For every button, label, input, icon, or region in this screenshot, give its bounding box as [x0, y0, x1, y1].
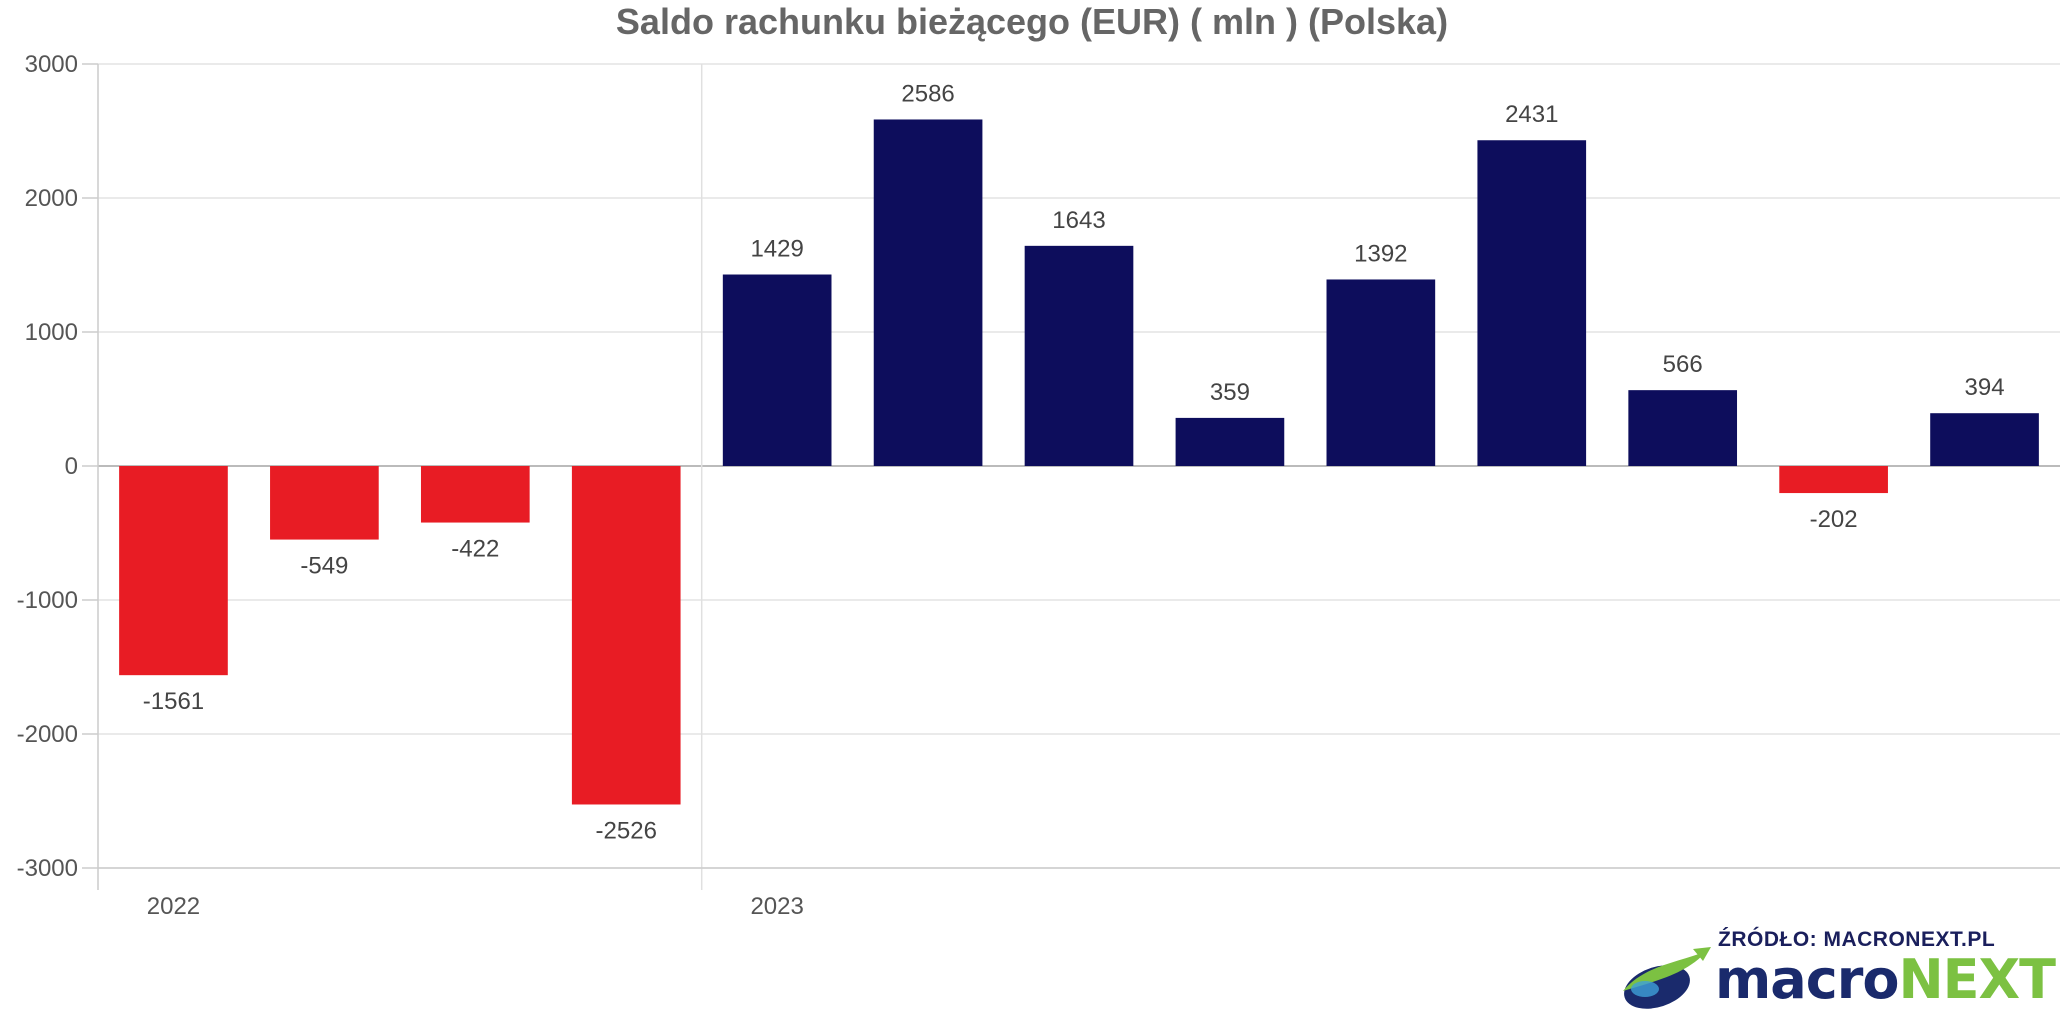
- y-tick-label: 2000: [25, 185, 78, 212]
- data-label: 1429: [750, 236, 803, 263]
- source-label: ŹRÓDŁO: MACRONEXT.PL: [1718, 928, 1996, 951]
- y-tick-label: -2000: [17, 721, 78, 748]
- bar: [1175, 417, 1285, 466]
- data-label: 359: [1210, 379, 1250, 406]
- data-label: 1643: [1052, 207, 1105, 234]
- bar: [119, 466, 228, 676]
- bar: [1628, 390, 1738, 466]
- bar: [420, 466, 530, 523]
- chart-title: Saldo rachunku bieżącego (EUR) ( mln ) (…: [616, 1, 1448, 42]
- bar: [1477, 140, 1587, 466]
- bar: [873, 119, 983, 466]
- y-axis-tick-labels: 3000 2000 1000 0 -1000 -2000 -3000: [17, 51, 78, 882]
- y-tick-label: -3000: [17, 855, 78, 882]
- data-label: 2586: [901, 80, 954, 107]
- bar: [270, 466, 379, 540]
- data-label: -549: [300, 553, 348, 580]
- bar: [571, 466, 681, 805]
- y-tick-label: 3000: [25, 51, 78, 78]
- data-label: 1392: [1354, 240, 1407, 267]
- data-labels: -1561 -549 -422 -2526 1429 2586 1643 359 1392 243…: [143, 80, 2005, 844]
- bar: [1930, 413, 2039, 466]
- data-label: 566: [1663, 351, 1703, 378]
- bar: [1024, 245, 1134, 466]
- data-label: -2526: [596, 817, 657, 844]
- data-label: 2431: [1505, 101, 1558, 128]
- bars: [119, 119, 2039, 805]
- y-tick-label: 1000: [25, 319, 78, 346]
- logo-swirl-icon: [1623, 947, 1711, 1009]
- bar: [722, 274, 832, 466]
- data-label: -202: [1810, 506, 1858, 533]
- logo-wordmark: macroNEXT: [1715, 948, 2056, 1011]
- data-label: -1561: [143, 688, 204, 715]
- bar: [1326, 279, 1436, 466]
- bar: [1779, 466, 1888, 494]
- macronext-logo: macroNEXT: [1615, 945, 2056, 1015]
- y-tick-label: -1000: [17, 587, 78, 614]
- x-year-label: 2023: [750, 893, 803, 920]
- y-tick-label: 0: [65, 453, 78, 480]
- data-label: -422: [451, 536, 499, 563]
- x-axis: 2022 2023: [97, 64, 2060, 920]
- x-year-label: 2022: [147, 893, 200, 920]
- data-label: 394: [1965, 374, 2005, 401]
